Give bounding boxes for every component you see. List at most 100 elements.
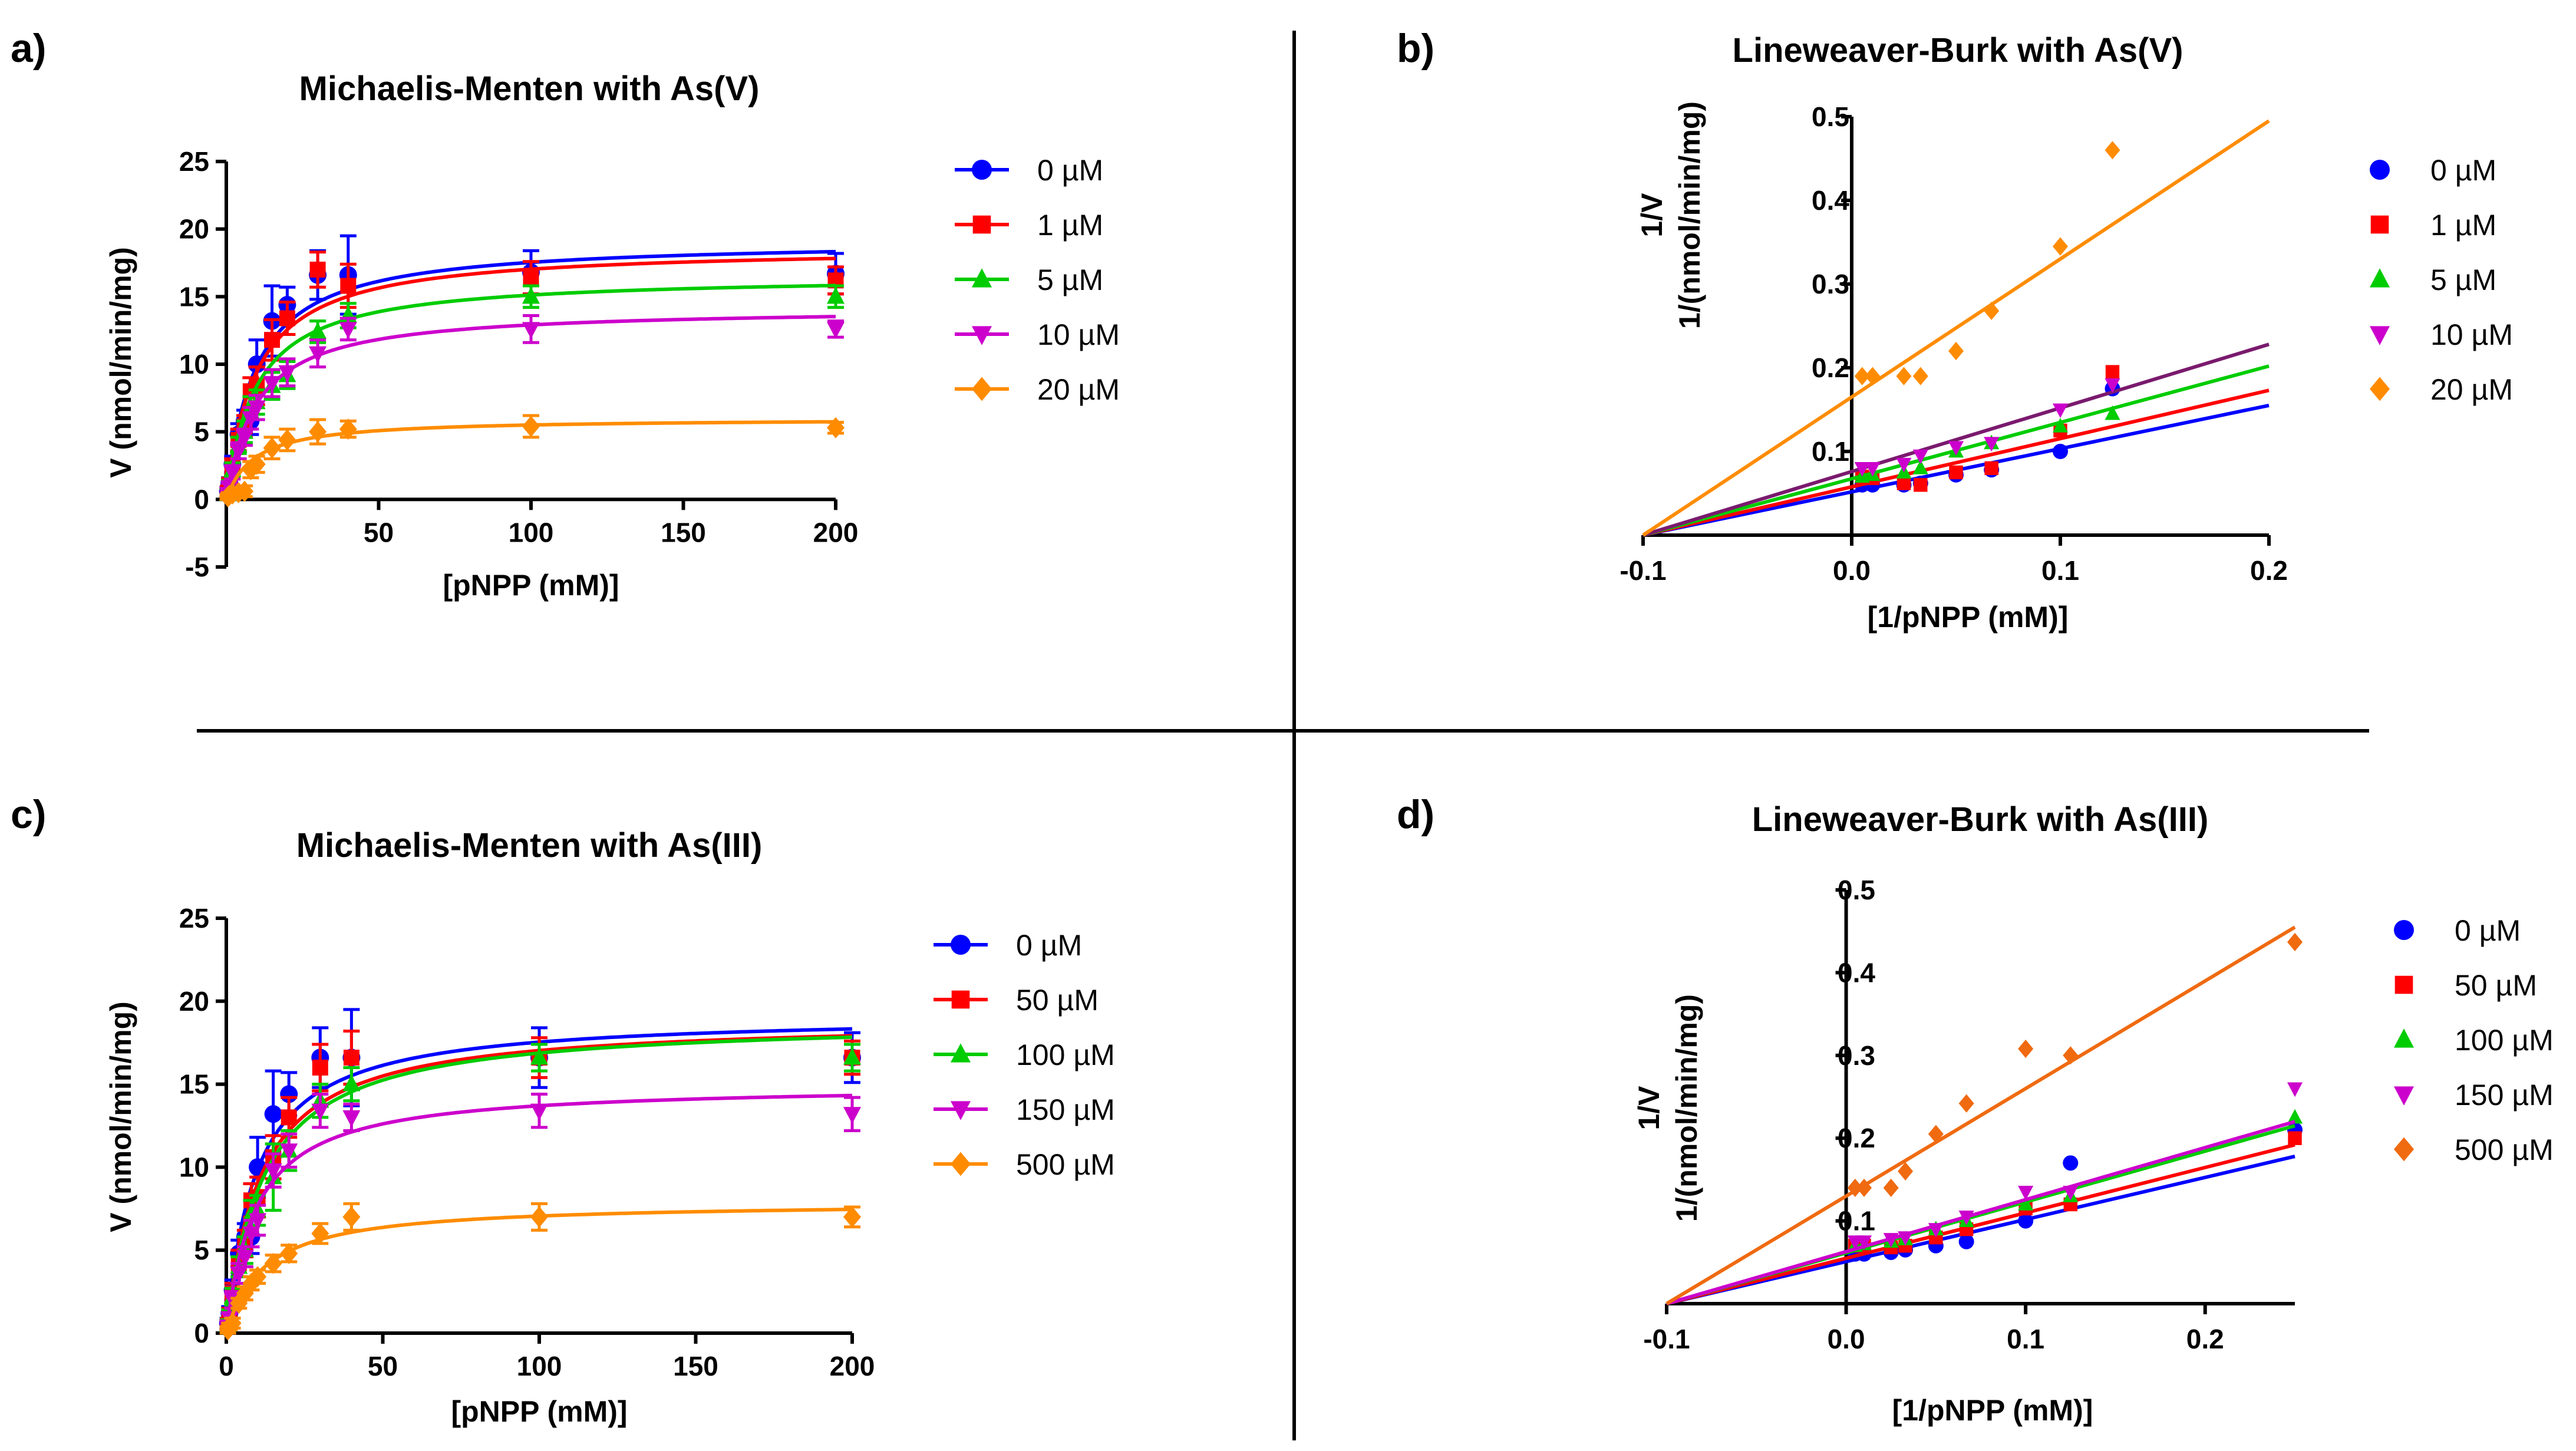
data-point [280, 1143, 298, 1160]
y-tick-label: 0 [194, 484, 209, 515]
data-point [2105, 141, 2120, 160]
data-point [264, 332, 281, 348]
data-point [1896, 367, 1912, 385]
data-point [2018, 1196, 2034, 1211]
data-point [1958, 1211, 1974, 1225]
data-point [2105, 365, 2120, 379]
data-point [843, 1107, 861, 1124]
data-point [2287, 932, 2303, 952]
y-tick-label: 25 [179, 146, 209, 177]
legend-marker [2394, 920, 2414, 940]
y-tick-label: 0.5 [1812, 101, 1849, 132]
y-tick-label: -5 [185, 552, 209, 582]
legend-marker [972, 215, 991, 234]
y-tick-label: 20 [179, 986, 209, 1017]
legend-marker [2370, 326, 2390, 345]
series-fit-line [1666, 1120, 2295, 1305]
x-tick-label: 100 [517, 1351, 562, 1381]
legend-label: 20 µM [2430, 373, 2513, 406]
series-fit-line [1666, 1143, 2295, 1305]
x-tick-label: 0.0 [1828, 1324, 1865, 1354]
y-tick-label: 0.1 [1838, 1206, 1875, 1236]
data-point [279, 310, 295, 327]
data-point [2105, 378, 2120, 393]
legend-marker [2394, 1086, 2414, 1106]
legend-label: 5 µM [1037, 263, 1103, 296]
y-tick-label: 0.2 [1812, 352, 1849, 383]
data-point [2287, 1082, 2303, 1097]
data-point [1984, 301, 2000, 321]
data-point [1984, 437, 2000, 452]
data-point [263, 376, 281, 393]
legend-marker [951, 1043, 971, 1063]
legend-marker [972, 326, 992, 345]
data-point [236, 430, 254, 447]
y-tick-label: 0 [194, 1318, 209, 1348]
data-point [827, 322, 845, 339]
data-point [278, 365, 296, 382]
x-tick-label: 150 [673, 1351, 718, 1381]
series-fit-line [1665, 925, 2296, 1305]
data-point [843, 1206, 861, 1228]
x-tick-label: 150 [661, 517, 706, 548]
x-tick-label: 0.2 [2186, 1324, 2224, 1354]
x-tick-label: 50 [368, 1351, 398, 1381]
data-point [843, 1048, 861, 1065]
data-point [2288, 1131, 2302, 1145]
legend-marker [951, 1101, 971, 1120]
panel-label: a) [11, 26, 46, 71]
y-tick-label: 20 [179, 214, 209, 245]
legend-marker [951, 935, 971, 955]
data-point [2018, 1039, 2034, 1058]
data-point [827, 286, 845, 304]
y-tick-label: 10 [179, 1152, 209, 1182]
data-point [1898, 1162, 1914, 1180]
panel-label: c) [11, 792, 46, 837]
data-point [1854, 367, 1870, 385]
series-fit-line [1642, 342, 2270, 537]
y-axis-label: V (nmol/min/mg) [104, 1001, 137, 1232]
legend-marker [951, 1152, 971, 1176]
y-tick-label: 0.2 [1838, 1123, 1875, 1153]
data-point [1958, 1094, 1974, 1113]
x-tick-label: 0.2 [2250, 555, 2288, 586]
data-point [2063, 1155, 2079, 1171]
data-point [342, 1206, 361, 1228]
data-point [1896, 457, 1912, 473]
legend-label: 500 µM [1016, 1148, 1115, 1181]
y-axis-label: 1/(nmol/min/mg) [1673, 101, 1706, 329]
data-point [2287, 1109, 2303, 1124]
panel-d: d) Lineweaver-Burk with As(III) 0.1 0.2 0.3 0… [1397, 792, 2554, 1427]
data-point [1883, 1178, 1899, 1198]
panel-a: a) Michaelis-Menten with As(V) -5 0 5 10 15 20 2… [11, 26, 1120, 602]
data-point [339, 322, 357, 339]
data-point [309, 421, 327, 443]
data-point [229, 443, 248, 461]
data-point [281, 1109, 297, 1126]
x-tick-label: 0.1 [2041, 555, 2079, 586]
legend-label: 150 µM [2455, 1079, 2554, 1112]
data-point [1896, 476, 1911, 490]
y-tick-label: 0.4 [1812, 185, 1849, 216]
data-point [339, 418, 357, 440]
y-tick-label: 15 [179, 281, 209, 312]
series-fit-curve [225, 1093, 853, 1334]
x-axis-label: [pNPP (mM)] [443, 569, 619, 602]
chart-title: Lineweaver-Burk with As(III) [1752, 800, 2209, 839]
y-tick-label: 0.5 [1838, 875, 1875, 905]
data-point [309, 346, 327, 364]
data-point [530, 1048, 548, 1065]
data-point [1948, 342, 1964, 361]
data-point [249, 1213, 267, 1231]
data-point [248, 453, 266, 475]
panel-label: b) [1397, 26, 1434, 71]
data-point [1949, 465, 1963, 480]
data-point [2018, 1213, 2034, 1229]
panel-c: c) Michaelis-Menten with As(III) 0 5 10 15 20 2… [11, 792, 1115, 1428]
legend-marker [2370, 268, 2390, 288]
legend-label: 10 µM [2430, 318, 2513, 351]
data-point [1898, 1231, 1914, 1246]
x-tick-label: -0.1 [1643, 1324, 1690, 1354]
x-axis-label: [1/pNPP (mM)] [1892, 1394, 2093, 1427]
data-point [1984, 461, 1998, 476]
